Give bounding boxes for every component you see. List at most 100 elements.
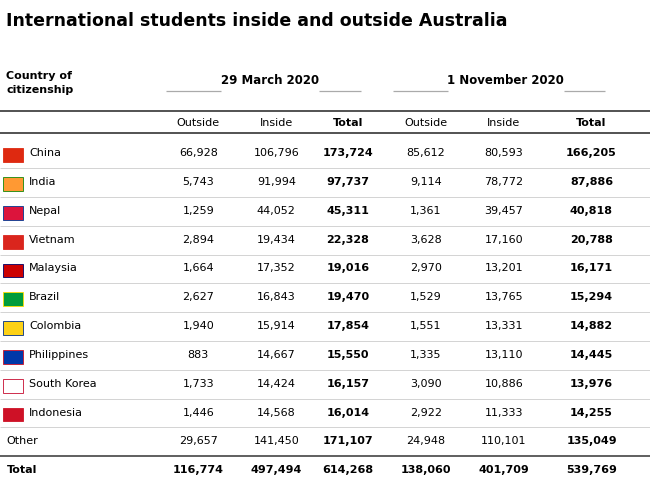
FancyBboxPatch shape	[3, 379, 23, 393]
Text: 9,114: 9,114	[410, 177, 441, 187]
Text: 1,529: 1,529	[410, 292, 441, 302]
Text: 39,457: 39,457	[484, 206, 523, 216]
Text: Total: Total	[6, 465, 37, 475]
Text: 497,494: 497,494	[250, 465, 302, 475]
Text: 22,328: 22,328	[326, 235, 369, 245]
Text: 1,361: 1,361	[410, 206, 441, 216]
Text: 116,774: 116,774	[173, 465, 224, 475]
FancyBboxPatch shape	[3, 408, 23, 422]
Text: 1,335: 1,335	[410, 350, 441, 360]
Text: 15,550: 15,550	[326, 350, 369, 360]
Text: 13,765: 13,765	[484, 292, 523, 302]
Text: 44,052: 44,052	[257, 206, 296, 216]
Text: 29 March 2020: 29 March 2020	[221, 74, 318, 87]
Text: Total: Total	[577, 118, 606, 128]
Text: 10,886: 10,886	[484, 379, 523, 389]
Text: 2,970: 2,970	[410, 264, 442, 274]
Text: 883: 883	[188, 350, 209, 360]
Text: 1,733: 1,733	[183, 379, 214, 389]
Text: 110,101: 110,101	[481, 436, 526, 446]
Text: 13,976: 13,976	[570, 379, 613, 389]
Text: China: China	[29, 148, 61, 158]
Text: 1 November 2020: 1 November 2020	[447, 74, 564, 87]
Text: 19,016: 19,016	[326, 264, 369, 274]
Text: 14,568: 14,568	[257, 407, 296, 418]
Text: 13,201: 13,201	[484, 264, 523, 274]
Text: International students inside and outside Australia: International students inside and outsid…	[6, 12, 508, 31]
FancyBboxPatch shape	[3, 177, 23, 191]
Text: 14,882: 14,882	[570, 321, 613, 331]
Text: 87,886: 87,886	[570, 177, 613, 187]
Text: 14,255: 14,255	[570, 407, 613, 418]
Text: 29,657: 29,657	[179, 436, 218, 446]
Text: 40,818: 40,818	[570, 206, 613, 216]
Text: 24,948: 24,948	[406, 436, 445, 446]
Text: Brazil: Brazil	[29, 292, 60, 302]
Text: 166,205: 166,205	[566, 148, 617, 158]
Text: 91,994: 91,994	[257, 177, 296, 187]
Text: 14,445: 14,445	[570, 350, 613, 360]
FancyBboxPatch shape	[3, 235, 23, 248]
Text: 5,743: 5,743	[183, 177, 214, 187]
Text: Total: Total	[333, 118, 363, 128]
Text: 141,450: 141,450	[254, 436, 299, 446]
Text: 80,593: 80,593	[484, 148, 523, 158]
Text: 16,014: 16,014	[326, 407, 369, 418]
Text: 11,333: 11,333	[484, 407, 523, 418]
Text: Philippines: Philippines	[29, 350, 90, 360]
Text: 97,737: 97,737	[326, 177, 369, 187]
Text: Inside: Inside	[259, 118, 293, 128]
Text: 1,446: 1,446	[183, 407, 214, 418]
FancyBboxPatch shape	[3, 148, 23, 162]
Text: 66,928: 66,928	[179, 148, 218, 158]
Text: 85,612: 85,612	[406, 148, 445, 158]
Text: 614,268: 614,268	[322, 465, 373, 475]
Text: 173,724: 173,724	[322, 148, 373, 158]
Text: 15,914: 15,914	[257, 321, 296, 331]
Text: Country of
citizenship: Country of citizenship	[6, 71, 73, 94]
Text: 401,709: 401,709	[478, 465, 529, 475]
Text: Vietnam: Vietnam	[29, 235, 76, 245]
Text: 19,434: 19,434	[257, 235, 296, 245]
Text: 17,160: 17,160	[484, 235, 523, 245]
Text: 2,894: 2,894	[182, 235, 215, 245]
Text: 1,940: 1,940	[183, 321, 214, 331]
Text: 171,107: 171,107	[322, 436, 373, 446]
FancyBboxPatch shape	[3, 292, 23, 306]
Text: 138,060: 138,060	[400, 465, 451, 475]
Text: 17,854: 17,854	[326, 321, 369, 331]
Text: 17,352: 17,352	[257, 264, 296, 274]
Text: 135,049: 135,049	[566, 436, 617, 446]
Text: 20,788: 20,788	[570, 235, 613, 245]
Text: 539,769: 539,769	[566, 465, 617, 475]
Text: Colombia: Colombia	[29, 321, 81, 331]
Text: Indonesia: Indonesia	[29, 407, 83, 418]
Text: India: India	[29, 177, 57, 187]
Text: 16,171: 16,171	[570, 264, 613, 274]
Text: Malaysia: Malaysia	[29, 264, 78, 274]
Text: 1,664: 1,664	[183, 264, 214, 274]
Text: 13,110: 13,110	[484, 350, 523, 360]
Text: 16,157: 16,157	[326, 379, 369, 389]
Text: Nepal: Nepal	[29, 206, 62, 216]
Text: 13,331: 13,331	[484, 321, 523, 331]
FancyBboxPatch shape	[3, 350, 23, 364]
Text: 45,311: 45,311	[326, 206, 369, 216]
FancyBboxPatch shape	[3, 206, 23, 220]
Text: 3,090: 3,090	[410, 379, 441, 389]
Text: Other: Other	[6, 436, 38, 446]
Text: 14,667: 14,667	[257, 350, 296, 360]
Text: 16,843: 16,843	[257, 292, 296, 302]
Text: Outside: Outside	[177, 118, 220, 128]
Text: 2,922: 2,922	[410, 407, 442, 418]
Text: 14,424: 14,424	[257, 379, 296, 389]
FancyBboxPatch shape	[3, 321, 23, 335]
Text: 106,796: 106,796	[254, 148, 299, 158]
FancyBboxPatch shape	[3, 264, 23, 277]
Text: 2,627: 2,627	[182, 292, 215, 302]
Text: 78,772: 78,772	[484, 177, 523, 187]
Text: South Korea: South Korea	[29, 379, 97, 389]
Text: 3,628: 3,628	[410, 235, 441, 245]
Text: Inside: Inside	[487, 118, 521, 128]
Text: 1,259: 1,259	[183, 206, 214, 216]
